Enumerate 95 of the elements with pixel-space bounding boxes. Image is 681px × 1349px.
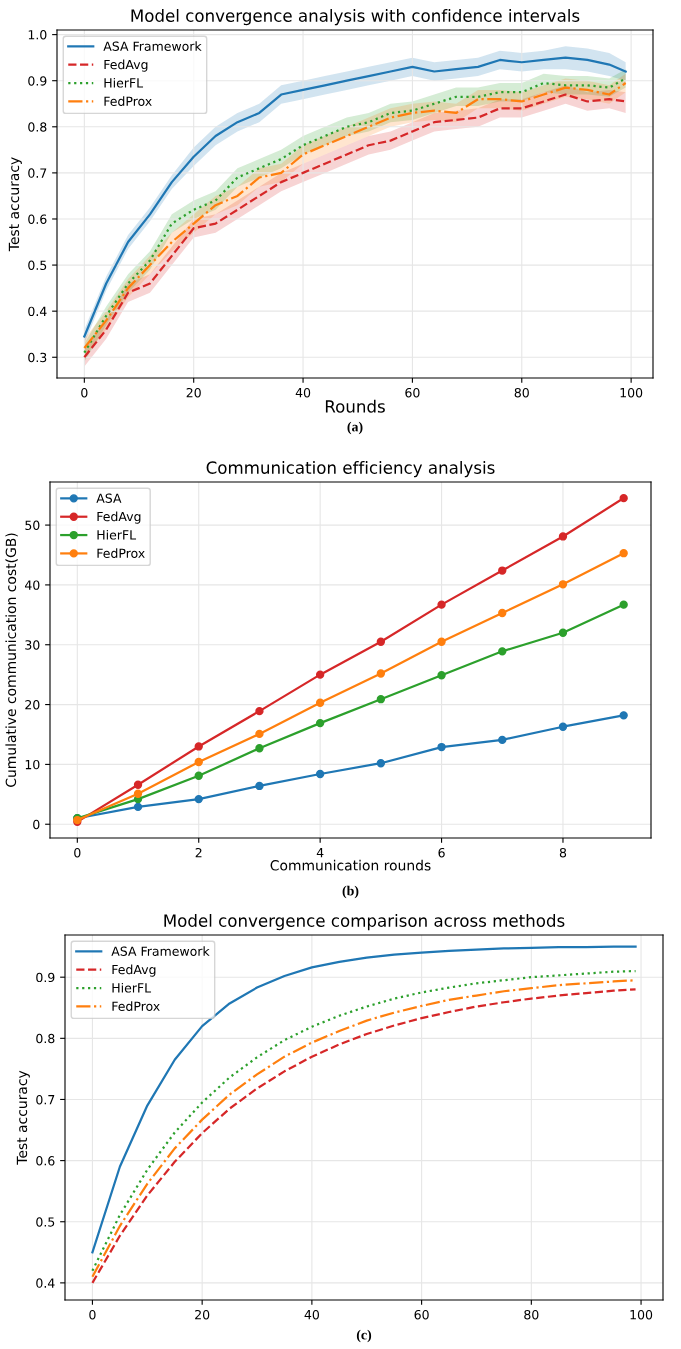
x-tick-label: 40 (304, 1309, 319, 1320)
y-tick-label: 50 (25, 520, 40, 531)
point (498, 647, 507, 656)
x-tick-label: 100 (630, 1309, 653, 1320)
legend-label: HierFL (97, 529, 137, 540)
legend-label: FedProx (97, 548, 145, 558)
x-tick-label: 6 (438, 847, 445, 858)
point (619, 493, 628, 503)
point (619, 711, 628, 720)
legend-label: FedProx (112, 1001, 160, 1011)
x-tick-label: 8 (559, 847, 567, 858)
y-tick-label: 0.9 (28, 76, 47, 86)
x-tick-label: 2 (195, 847, 202, 858)
point (558, 722, 568, 731)
x-tick-label: 40 (295, 387, 311, 398)
point (437, 637, 446, 646)
point (437, 600, 446, 609)
point (315, 718, 325, 728)
point (558, 628, 568, 637)
y-axis-title: Test accuracy (8, 157, 22, 252)
point (498, 608, 507, 618)
point (376, 759, 386, 768)
x-tick-label: 20 (186, 387, 201, 398)
x-tick-label: 20 (195, 1309, 210, 1320)
y-tick-label: 0.7 (28, 168, 47, 178)
legend-label: FedAvg (97, 511, 141, 524)
y-axis-title: Cumulative communication cost(GB) (5, 533, 18, 787)
point (437, 742, 446, 752)
y-tick-label: 1.0 (28, 30, 47, 40)
legend-label: ASA Framework (111, 946, 210, 956)
x-tick-label: 0 (74, 847, 81, 858)
point (133, 780, 143, 789)
y-axis-title: Test accuracy (16, 1070, 30, 1165)
point (376, 637, 386, 646)
x-tick-label: 4 (316, 848, 324, 858)
point (558, 532, 568, 541)
point (194, 794, 203, 804)
y-tick-label: 0 (33, 819, 40, 830)
x-tick-label: 0 (89, 1309, 96, 1320)
y-tick-label: 40 (24, 580, 40, 590)
chart-title: Communication efficiency analysis (206, 461, 495, 478)
point (437, 671, 446, 680)
point (376, 695, 386, 704)
y-tick-label: 0.5 (36, 1217, 55, 1227)
point (619, 600, 628, 609)
legend-label: ASA (96, 493, 122, 503)
legend-label: HierFL (112, 982, 152, 993)
text: (c) (356, 1329, 372, 1343)
point (498, 735, 507, 745)
legend-label: FedProx (104, 96, 152, 106)
y-tick-label: 0.6 (28, 214, 47, 224)
point (558, 580, 568, 589)
y-tick-label: 0.4 (36, 1278, 55, 1288)
y-tick-label: 0.9 (36, 972, 55, 983)
chart-title: Model convergence analysis with confidence intervals (131, 9, 580, 26)
x-tick-label: 60 (405, 387, 420, 398)
point (255, 781, 264, 791)
x-tick-label: 100 (620, 387, 643, 398)
x-axis-title: Communication rounds (270, 859, 431, 871)
legend-label: ASA Framework (103, 41, 202, 51)
point (498, 566, 507, 575)
point (194, 757, 203, 767)
legend-label: FedAvg (104, 59, 148, 72)
point (194, 742, 203, 751)
x-tick-label: 80 (524, 1309, 539, 1320)
point (619, 549, 628, 558)
text: (a) (347, 421, 363, 435)
point (194, 771, 203, 780)
y-tick-label: 10 (25, 759, 40, 770)
x-tick-label: 80 (514, 387, 529, 398)
point (133, 802, 143, 812)
legend-label: HierFL (104, 77, 144, 88)
text: (b) (342, 885, 359, 899)
point (315, 698, 325, 707)
chart-title: Model convergence comparison across methods (164, 914, 565, 931)
point (255, 729, 264, 739)
point (133, 789, 143, 798)
y-tick-label: 0.6 (36, 1156, 55, 1166)
x-tick-label: 60 (414, 1309, 429, 1320)
legend-label: FedAvg (112, 964, 156, 977)
point (255, 706, 264, 716)
y-tick-label: 20 (25, 700, 40, 710)
y-tick-label: 0.7 (36, 1094, 55, 1105)
y-tick-label: 0.8 (36, 1033, 55, 1044)
y-tick-label: 0.3 (28, 352, 47, 363)
y-tick-label: 0.5 (28, 260, 47, 270)
y-tick-label: 30 (25, 640, 40, 650)
y-tick-label: 0.4 (28, 306, 47, 317)
point (315, 670, 325, 679)
point (376, 669, 386, 678)
y-tick-label: 0.8 (28, 122, 47, 132)
x-tick-label: 0 (81, 387, 88, 398)
x-axis-title: Rounds (325, 399, 385, 413)
point (255, 744, 264, 753)
point (315, 769, 325, 779)
